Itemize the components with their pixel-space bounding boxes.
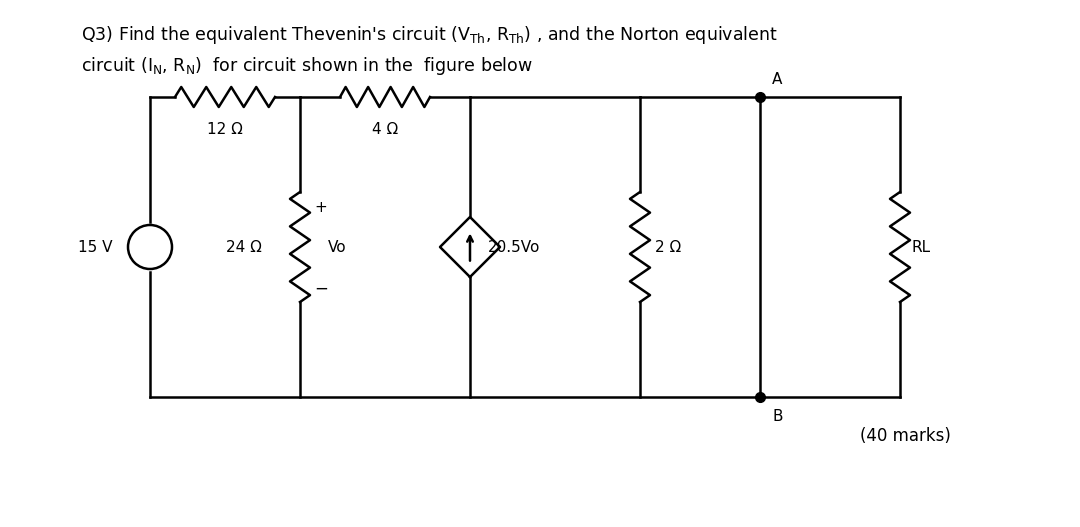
- Text: (40 marks): (40 marks): [860, 427, 950, 445]
- Text: RL: RL: [912, 239, 931, 255]
- Text: −: −: [314, 280, 328, 298]
- Text: 2 Ω: 2 Ω: [654, 239, 681, 255]
- Text: +: +: [314, 200, 327, 214]
- Text: 24 Ω: 24 Ω: [226, 239, 262, 255]
- Text: 4 Ω: 4 Ω: [372, 122, 399, 137]
- Text: circuit ($\mathrm{I_N}$, $\mathrm{R_N}$)  for circuit shown in the  figure below: circuit ($\mathrm{I_N}$, $\mathrm{R_N}$)…: [81, 55, 532, 77]
- Text: B: B: [772, 409, 783, 424]
- Text: Q3) Find the equivalent Thevenin's circuit ($\mathrm{V_{Th}}$, $\mathrm{R_{Th}}$: Q3) Find the equivalent Thevenin's circu…: [81, 24, 778, 46]
- Text: A: A: [772, 72, 782, 87]
- Text: 15 V: 15 V: [78, 239, 112, 255]
- Text: 12 Ω: 12 Ω: [207, 122, 243, 137]
- Text: 20.5Vo: 20.5Vo: [488, 239, 540, 255]
- Text: Vo: Vo: [328, 239, 347, 255]
